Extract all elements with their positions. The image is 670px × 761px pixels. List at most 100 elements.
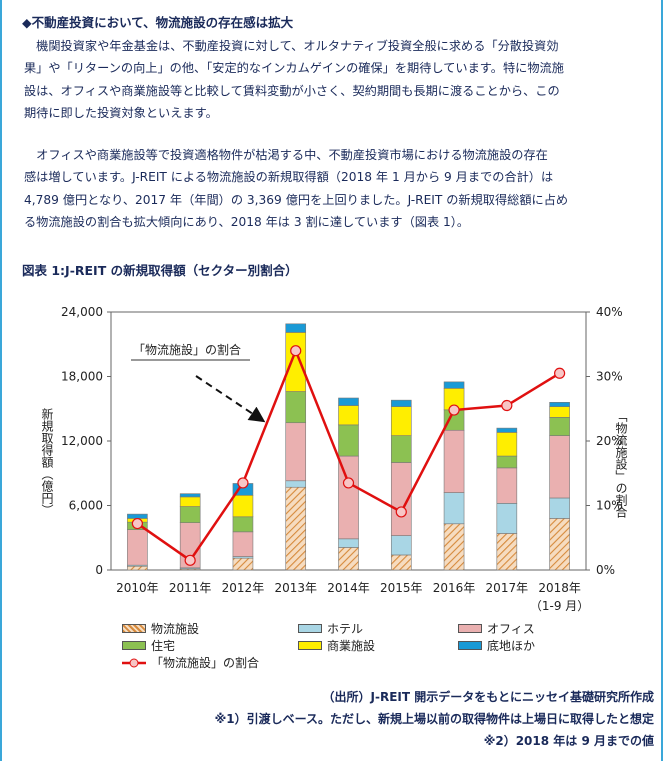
bar-segment-4 <box>390 435 412 463</box>
legend-swatch-office <box>458 624 482 633</box>
bar-segment-6 <box>285 323 307 333</box>
right-axis-label: 「物流施設」の割合 <box>614 410 628 518</box>
bar-segment-2 <box>496 503 518 534</box>
figure-title: 図表 1:J-REIT の新規取得額（セクター別割合） <box>22 263 298 278</box>
x-tick-label: 2013年 <box>274 581 317 595</box>
bar-segment-1 <box>285 486 307 571</box>
bar-segment-2 <box>549 497 570 519</box>
bar-segment-5 <box>496 432 518 457</box>
legend-item-logistics: 物流施設 <box>122 620 199 637</box>
x-tick-label: 2017年 <box>486 581 529 595</box>
bar-segment-6 <box>179 493 201 498</box>
x-tick-label: 2014年 <box>327 581 370 595</box>
right-tick-label: 10% <box>596 499 623 513</box>
paragraph-2: オフィスや商業施設等で投資適格物件が枯渇する中、不動産投資市場における物流施設の… <box>24 144 644 234</box>
source-note: （出所）J-REIT 開示データをもとにニッセイ基礎研究所作成 <box>322 690 654 704</box>
bar-segment-3 <box>443 429 465 493</box>
bar-segment-5 <box>285 332 307 392</box>
bar-segment-6 <box>496 427 518 433</box>
bar-segment-2 <box>338 538 359 548</box>
bar-segment-6 <box>549 402 570 407</box>
x-tick-label: 2016年 <box>433 581 476 595</box>
x-tick-label: 2010年 <box>116 581 159 595</box>
paragraph-line: 機関投資家や年金基金は、不動産投資に対して、オルタナティブ投資全般に求める「分散… <box>24 39 559 53</box>
bar-segment-4 <box>338 424 359 457</box>
annotation-label: 「物流施設」の割合 <box>133 342 241 357</box>
ratio-point <box>554 367 566 379</box>
bar-segment-3 <box>549 435 570 499</box>
legend-label: ホテル <box>327 622 364 636</box>
paragraph-line: オフィスや商業施設等で投資適格物件が枯渇する中、不動産投資市場における物流施設の… <box>24 148 548 162</box>
bar-segment-5 <box>390 406 412 436</box>
bar-segment-3 <box>232 531 254 557</box>
left-tick-label: 12,000 <box>61 434 103 448</box>
right-tick-label: 0% <box>596 563 615 577</box>
bar-segment-3 <box>496 467 518 504</box>
legend-swatch-residential <box>122 641 146 650</box>
bar-segment-1 <box>338 547 359 571</box>
legend-item-hotel: ホテル <box>298 620 363 637</box>
bar-segment-5 <box>179 496 201 507</box>
bar-segment-4 <box>179 506 201 523</box>
legend-item-retail: 商業施設 <box>298 637 375 654</box>
bar-segment-6 <box>443 381 465 389</box>
bar-segment-1 <box>232 557 254 571</box>
ratio-point <box>131 517 143 530</box>
bar-segment-1 <box>127 565 148 571</box>
x-tick-label: 2012年 <box>222 581 265 595</box>
ratio-point <box>501 399 513 412</box>
bar-segment-4 <box>232 516 254 533</box>
ratio-point <box>290 345 302 357</box>
bar-segment-6 <box>390 399 412 407</box>
section-heading: ◆不動産投資において、物流施設の存在感は拡大 <box>22 15 294 30</box>
left-tick-label: 0 <box>95 563 103 577</box>
bar-segment-4 <box>285 391 307 424</box>
bar-segment-2 <box>285 480 307 488</box>
legend-label: 底地ほか <box>487 639 536 653</box>
ratio-point <box>237 477 249 489</box>
annotation-arrow <box>195 375 266 423</box>
bar-segment-2 <box>390 535 412 556</box>
paragraph-line: 果」や「リターンの向上」の他、「安定的なインカムゲインの確保」を期待しています。… <box>24 61 564 76</box>
legend-swatch-logistics <box>122 624 146 633</box>
bar-segment-1 <box>496 533 518 571</box>
ratio-point <box>184 554 196 566</box>
legend-label: 「物流施設」の割合 <box>151 656 260 670</box>
bar-segment-4 <box>496 455 518 469</box>
paragraph-line: 4,789 億円となり、2017 年（年間）の 3,369 億円を上回りました。… <box>24 192 569 207</box>
x-tick-label: 2018年 <box>538 581 581 595</box>
right-tick-label: 20% <box>596 434 623 448</box>
paragraph-1: 機関投資家や年金基金は、不動産投資に対して、オルタナティブ投資全般に求める「分散… <box>24 35 644 125</box>
stacked-bar-chart: 0 6,000 12,000 18,000 24,000 0% 10% 20% 30% 40% 20… <box>61 305 623 613</box>
paragraph-line: 設は、オフィスや商業施設等と比較して賃料変動が小さく、契約期間も長期に渡ることか… <box>24 83 560 98</box>
paragraph-line: 感は増しています。J-REIT による物流施設の新規取得額（2018 年 1 月… <box>24 170 554 185</box>
right-tick-label: 40% <box>596 305 623 319</box>
ratio-point <box>448 404 460 416</box>
legend-label: 物流施設 <box>151 622 200 636</box>
legend-item-residential: 住宅 <box>122 637 175 654</box>
left-tick-label: 6,000 <box>69 499 103 513</box>
bar-segment-1 <box>443 523 465 571</box>
ratio-point <box>395 506 407 518</box>
paragraph-line: 期待に即した投資対象といえます。 <box>24 106 218 121</box>
left-axis-label: 新規取得額（億円） <box>40 408 54 516</box>
bar-segment-3 <box>127 529 148 566</box>
footnote-2: ※2）2018 年は 9 月までの値 <box>483 734 654 748</box>
paragraph-line: る物流施設の割合も拡大傾向にあり、2018 年は 3 割に達しています（図表 1… <box>24 215 470 230</box>
bar-segment-1 <box>390 554 412 571</box>
bar-segment-6 <box>127 513 148 519</box>
legend-swatch-land <box>458 641 482 650</box>
legend-label: オフィス <box>487 622 535 636</box>
x-tick-sublabel: （1-9 月） <box>530 599 589 613</box>
bar-segment-6 <box>338 397 359 406</box>
bar-segment-2 <box>443 492 465 525</box>
bar-segment-5 <box>232 494 254 518</box>
bar-segment-5 <box>549 406 570 418</box>
right-tick-label: 30% <box>596 370 623 384</box>
legend-label: 商業施設 <box>327 639 376 653</box>
legend-swatch-ratio <box>122 658 146 667</box>
bar-segment-4 <box>549 417 570 436</box>
footnote-1: ※1）引渡しベース。ただし、新規上場以前の取得物件は上場日に取得したと想定 <box>214 712 654 726</box>
bar-segment-3 <box>285 422 307 482</box>
bar-segment-5 <box>338 405 359 426</box>
